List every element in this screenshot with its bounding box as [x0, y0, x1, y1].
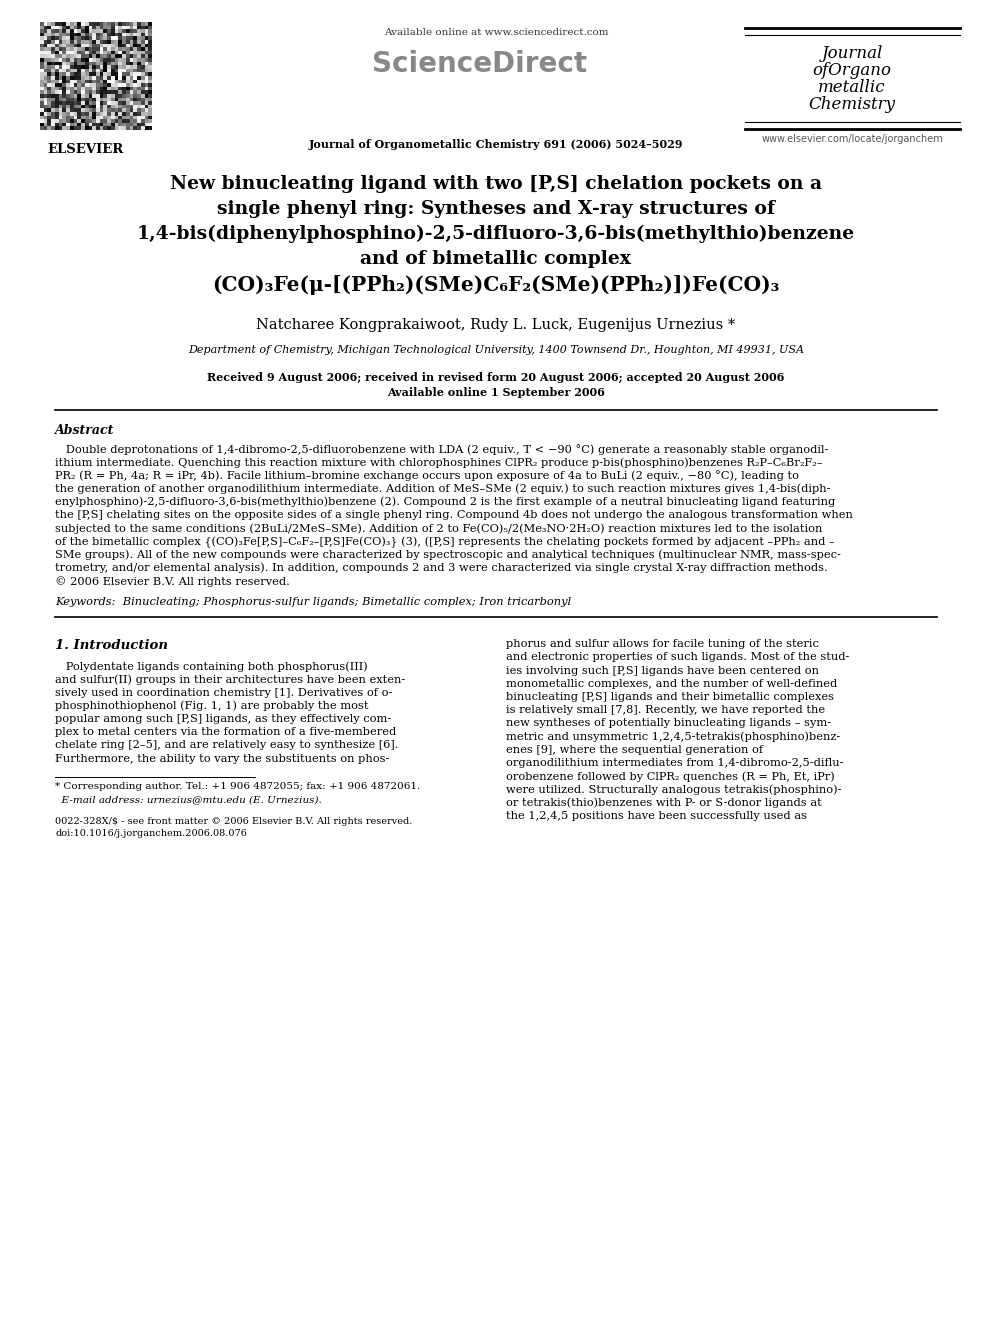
Text: monometallic complexes, and the number of well-defined: monometallic complexes, and the number o… [506, 679, 837, 689]
Text: Double deprotonations of 1,4-dibromo-2,5-difluorobenzene with LDA (2 equiv., T <: Double deprotonations of 1,4-dibromo-2,5… [55, 445, 828, 455]
Text: ELSEVIER: ELSEVIER [47, 143, 123, 156]
Text: metallic: metallic [818, 79, 886, 97]
Text: Available online 1 September 2006: Available online 1 September 2006 [387, 388, 605, 398]
Text: Chemistry: Chemistry [808, 97, 896, 112]
Text: Department of Chemistry, Michigan Technological University, 1400 Townsend Dr., H: Department of Chemistry, Michigan Techno… [188, 345, 804, 355]
Text: phosphinothiophenol (Fig. 1, 1) are probably the most: phosphinothiophenol (Fig. 1, 1) are prob… [55, 701, 368, 712]
Text: SMe groups). All of the new compounds were characterized by spectroscopic and an: SMe groups). All of the new compounds we… [55, 549, 841, 560]
Text: enes [9], where the sequential generation of: enes [9], where the sequential generatio… [506, 745, 763, 755]
Text: Furthermore, the ability to vary the substituents on phos-: Furthermore, the ability to vary the sub… [55, 754, 390, 763]
Text: Natcharee Kongprakaiwoot, Rudy L. Luck, Eugenijus Urnezius *: Natcharee Kongprakaiwoot, Rudy L. Luck, … [256, 318, 736, 332]
Text: Polydentate ligands containing both phosphorus(III): Polydentate ligands containing both phos… [55, 662, 368, 672]
Text: phorus and sulfur allows for facile tuning of the steric: phorus and sulfur allows for facile tuni… [506, 639, 818, 650]
Text: is relatively small [7,8]. Recently, we have reported the: is relatively small [7,8]. Recently, we … [506, 705, 825, 716]
Text: the 1,2,4,5 positions have been successfully used as: the 1,2,4,5 positions have been successf… [506, 811, 807, 820]
Text: binucleating [P,S] ligands and their bimetallic complexes: binucleating [P,S] ligands and their bim… [506, 692, 834, 703]
Text: enylphosphino)-2,5-difluoro-3,6-bis(methylthio)benzene (2). Compound 2 is the fi: enylphosphino)-2,5-difluoro-3,6-bis(meth… [55, 497, 835, 507]
Text: new syntheses of potentially binucleating ligands – sym-: new syntheses of potentially binucleatin… [506, 718, 831, 729]
Text: sively used in coordination chemistry [1]. Derivatives of o-: sively used in coordination chemistry [1… [55, 688, 393, 697]
Text: ScienceDirect: ScienceDirect [372, 50, 587, 78]
Text: * Corresponding author. Tel.: +1 906 4872055; fax: +1 906 4872061.: * Corresponding author. Tel.: +1 906 487… [55, 782, 421, 791]
Text: Journal: Journal [821, 45, 883, 62]
Text: subjected to the same conditions (2BuLi/2MeS–SMe). Addition of 2 to Fe(CO)₅/2(Me: subjected to the same conditions (2BuLi/… [55, 523, 822, 533]
Text: ies involving such [P,S] ligands have been centered on: ies involving such [P,S] ligands have be… [506, 665, 819, 676]
Text: 1. Introduction: 1. Introduction [55, 639, 168, 652]
Text: trometry, and/or elemental analysis). In addition, compounds 2 and 3 were charac: trometry, and/or elemental analysis). In… [55, 562, 827, 573]
Text: Journal of Organometallic Chemistry 691 (2006) 5024–5029: Journal of Organometallic Chemistry 691 … [309, 139, 683, 149]
Text: E-mail address: urnezius@mtu.edu (E. Urnezius).: E-mail address: urnezius@mtu.edu (E. Urn… [55, 795, 321, 804]
Text: 0022-328X/$ - see front matter © 2006 Elsevier B.V. All rights reserved.: 0022-328X/$ - see front matter © 2006 El… [55, 816, 413, 826]
Text: the generation of another organodilithium intermediate. Addition of MeS–SMe (2 e: the generation of another organodilithiu… [55, 484, 830, 495]
Text: Abstract: Abstract [55, 423, 114, 437]
Text: and of bimetallic complex: and of bimetallic complex [360, 250, 632, 269]
Text: ofOrgano: ofOrgano [812, 62, 892, 79]
Text: and electronic properties of such ligands. Most of the stud-: and electronic properties of such ligand… [506, 652, 849, 663]
Text: were utilized. Structurally analogous tetrakis(phosphino)-: were utilized. Structurally analogous te… [506, 785, 841, 795]
Text: New binucleating ligand with two [P,S] chelation pockets on a: New binucleating ligand with two [P,S] c… [170, 175, 822, 193]
Text: PR₂ (R = Ph, 4a; R = iPr, 4b). Facile lithium–bromine exchange occurs upon expos: PR₂ (R = Ph, 4a; R = iPr, 4b). Facile li… [55, 471, 799, 482]
Text: or tetrakis(thio)benzenes with P- or S-donor ligands at: or tetrakis(thio)benzenes with P- or S-d… [506, 798, 821, 808]
Text: chelate ring [2–5], and are relatively easy to synthesize [6].: chelate ring [2–5], and are relatively e… [55, 741, 399, 750]
Text: © 2006 Elsevier B.V. All rights reserved.: © 2006 Elsevier B.V. All rights reserved… [55, 576, 290, 587]
Text: doi:10.1016/j.jorganchem.2006.08.076: doi:10.1016/j.jorganchem.2006.08.076 [55, 828, 247, 837]
Text: (CO)₃Fe(μ-[(PPh₂)(SMe)C₆F₂(SMe)(PPh₂)])Fe(CO)₃: (CO)₃Fe(μ-[(PPh₂)(SMe)C₆F₂(SMe)(PPh₂)])F… [212, 275, 780, 295]
Text: Received 9 August 2006; received in revised form 20 August 2006; accepted 20 Aug: Received 9 August 2006; received in revi… [207, 372, 785, 384]
Text: Keywords:  Binucleating; Phosphorus-sulfur ligands; Bimetallic complex; Iron tri: Keywords: Binucleating; Phosphorus-sulfu… [55, 597, 571, 607]
Text: 1,4-bis(diphenylphosphino)-2,5-difluoro-3,6-bis(methylthio)benzene: 1,4-bis(diphenylphosphino)-2,5-difluoro-… [137, 225, 855, 243]
Text: ithium intermediate. Quenching this reaction mixture with chlorophosphines ClPR₂: ithium intermediate. Quenching this reac… [55, 458, 822, 468]
Text: of the bimetallic complex {(CO)₃Fe[P,S]–C₆F₂–[P,S]Fe(CO)₃} (3), ([P,S] represent: of the bimetallic complex {(CO)₃Fe[P,S]–… [55, 536, 834, 548]
Text: plex to metal centers via the formation of a five-membered: plex to metal centers via the formation … [55, 728, 396, 737]
Text: metric and unsymmetric 1,2,4,5-tetrakis(phosphino)benz-: metric and unsymmetric 1,2,4,5-tetrakis(… [506, 732, 840, 742]
Text: organodilithium intermediates from 1,4-dibromo-2,5-diflu-: organodilithium intermediates from 1,4-d… [506, 758, 843, 767]
Text: popular among such [P,S] ligands, as they effectively com-: popular among such [P,S] ligands, as the… [55, 714, 391, 724]
Text: and sulfur(II) groups in their architectures have been exten-: and sulfur(II) groups in their architect… [55, 675, 406, 685]
Text: Available online at www.sciencedirect.com: Available online at www.sciencedirect.co… [384, 28, 608, 37]
Text: orobenzene followed by ClPR₂ quenches (R = Ph, Et, iPr): orobenzene followed by ClPR₂ quenches (R… [506, 771, 834, 782]
Text: single phenyl ring: Syntheses and X-ray structures of: single phenyl ring: Syntheses and X-ray … [217, 200, 775, 218]
Text: www.elsevier.com/locate/jorganchem: www.elsevier.com/locate/jorganchem [761, 134, 942, 144]
Text: the [P,S] chelating sites on the opposite sides of a single phenyl ring. Compoun: the [P,S] chelating sites on the opposit… [55, 509, 853, 520]
